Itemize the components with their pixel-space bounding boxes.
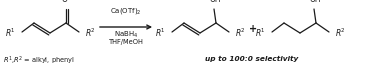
- Text: $R^2$: $R^2$: [235, 27, 246, 39]
- Text: $R^1$: $R^1$: [155, 27, 166, 39]
- Text: +: +: [249, 24, 257, 34]
- Text: THF/MeOH: THF/MeOH: [108, 39, 143, 45]
- Text: OH: OH: [209, 0, 221, 4]
- Text: OH: OH: [309, 0, 321, 4]
- Text: $R^2$: $R^2$: [85, 27, 96, 39]
- Text: $R^1$,$R^2$ = alkyl, phenyl: $R^1$,$R^2$ = alkyl, phenyl: [3, 55, 75, 67]
- Text: $\mathregular{Ca(OTf)_2}$: $\mathregular{Ca(OTf)_2}$: [110, 6, 142, 16]
- Text: $R^1$: $R^1$: [5, 27, 16, 39]
- Text: O: O: [62, 0, 68, 4]
- Text: $\mathregular{NaBH_4}$: $\mathregular{NaBH_4}$: [114, 30, 138, 40]
- Text: $R^1$: $R^1$: [255, 27, 266, 39]
- Text: up to 100:0 selectivity: up to 100:0 selectivity: [205, 56, 299, 62]
- Text: $R^2$: $R^2$: [335, 27, 346, 39]
